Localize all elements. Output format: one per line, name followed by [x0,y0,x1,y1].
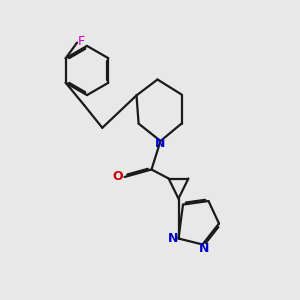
Text: F: F [77,34,85,48]
Text: O: O [112,170,123,184]
Text: N: N [168,232,178,245]
Text: N: N [155,137,166,150]
Text: N: N [199,242,209,255]
